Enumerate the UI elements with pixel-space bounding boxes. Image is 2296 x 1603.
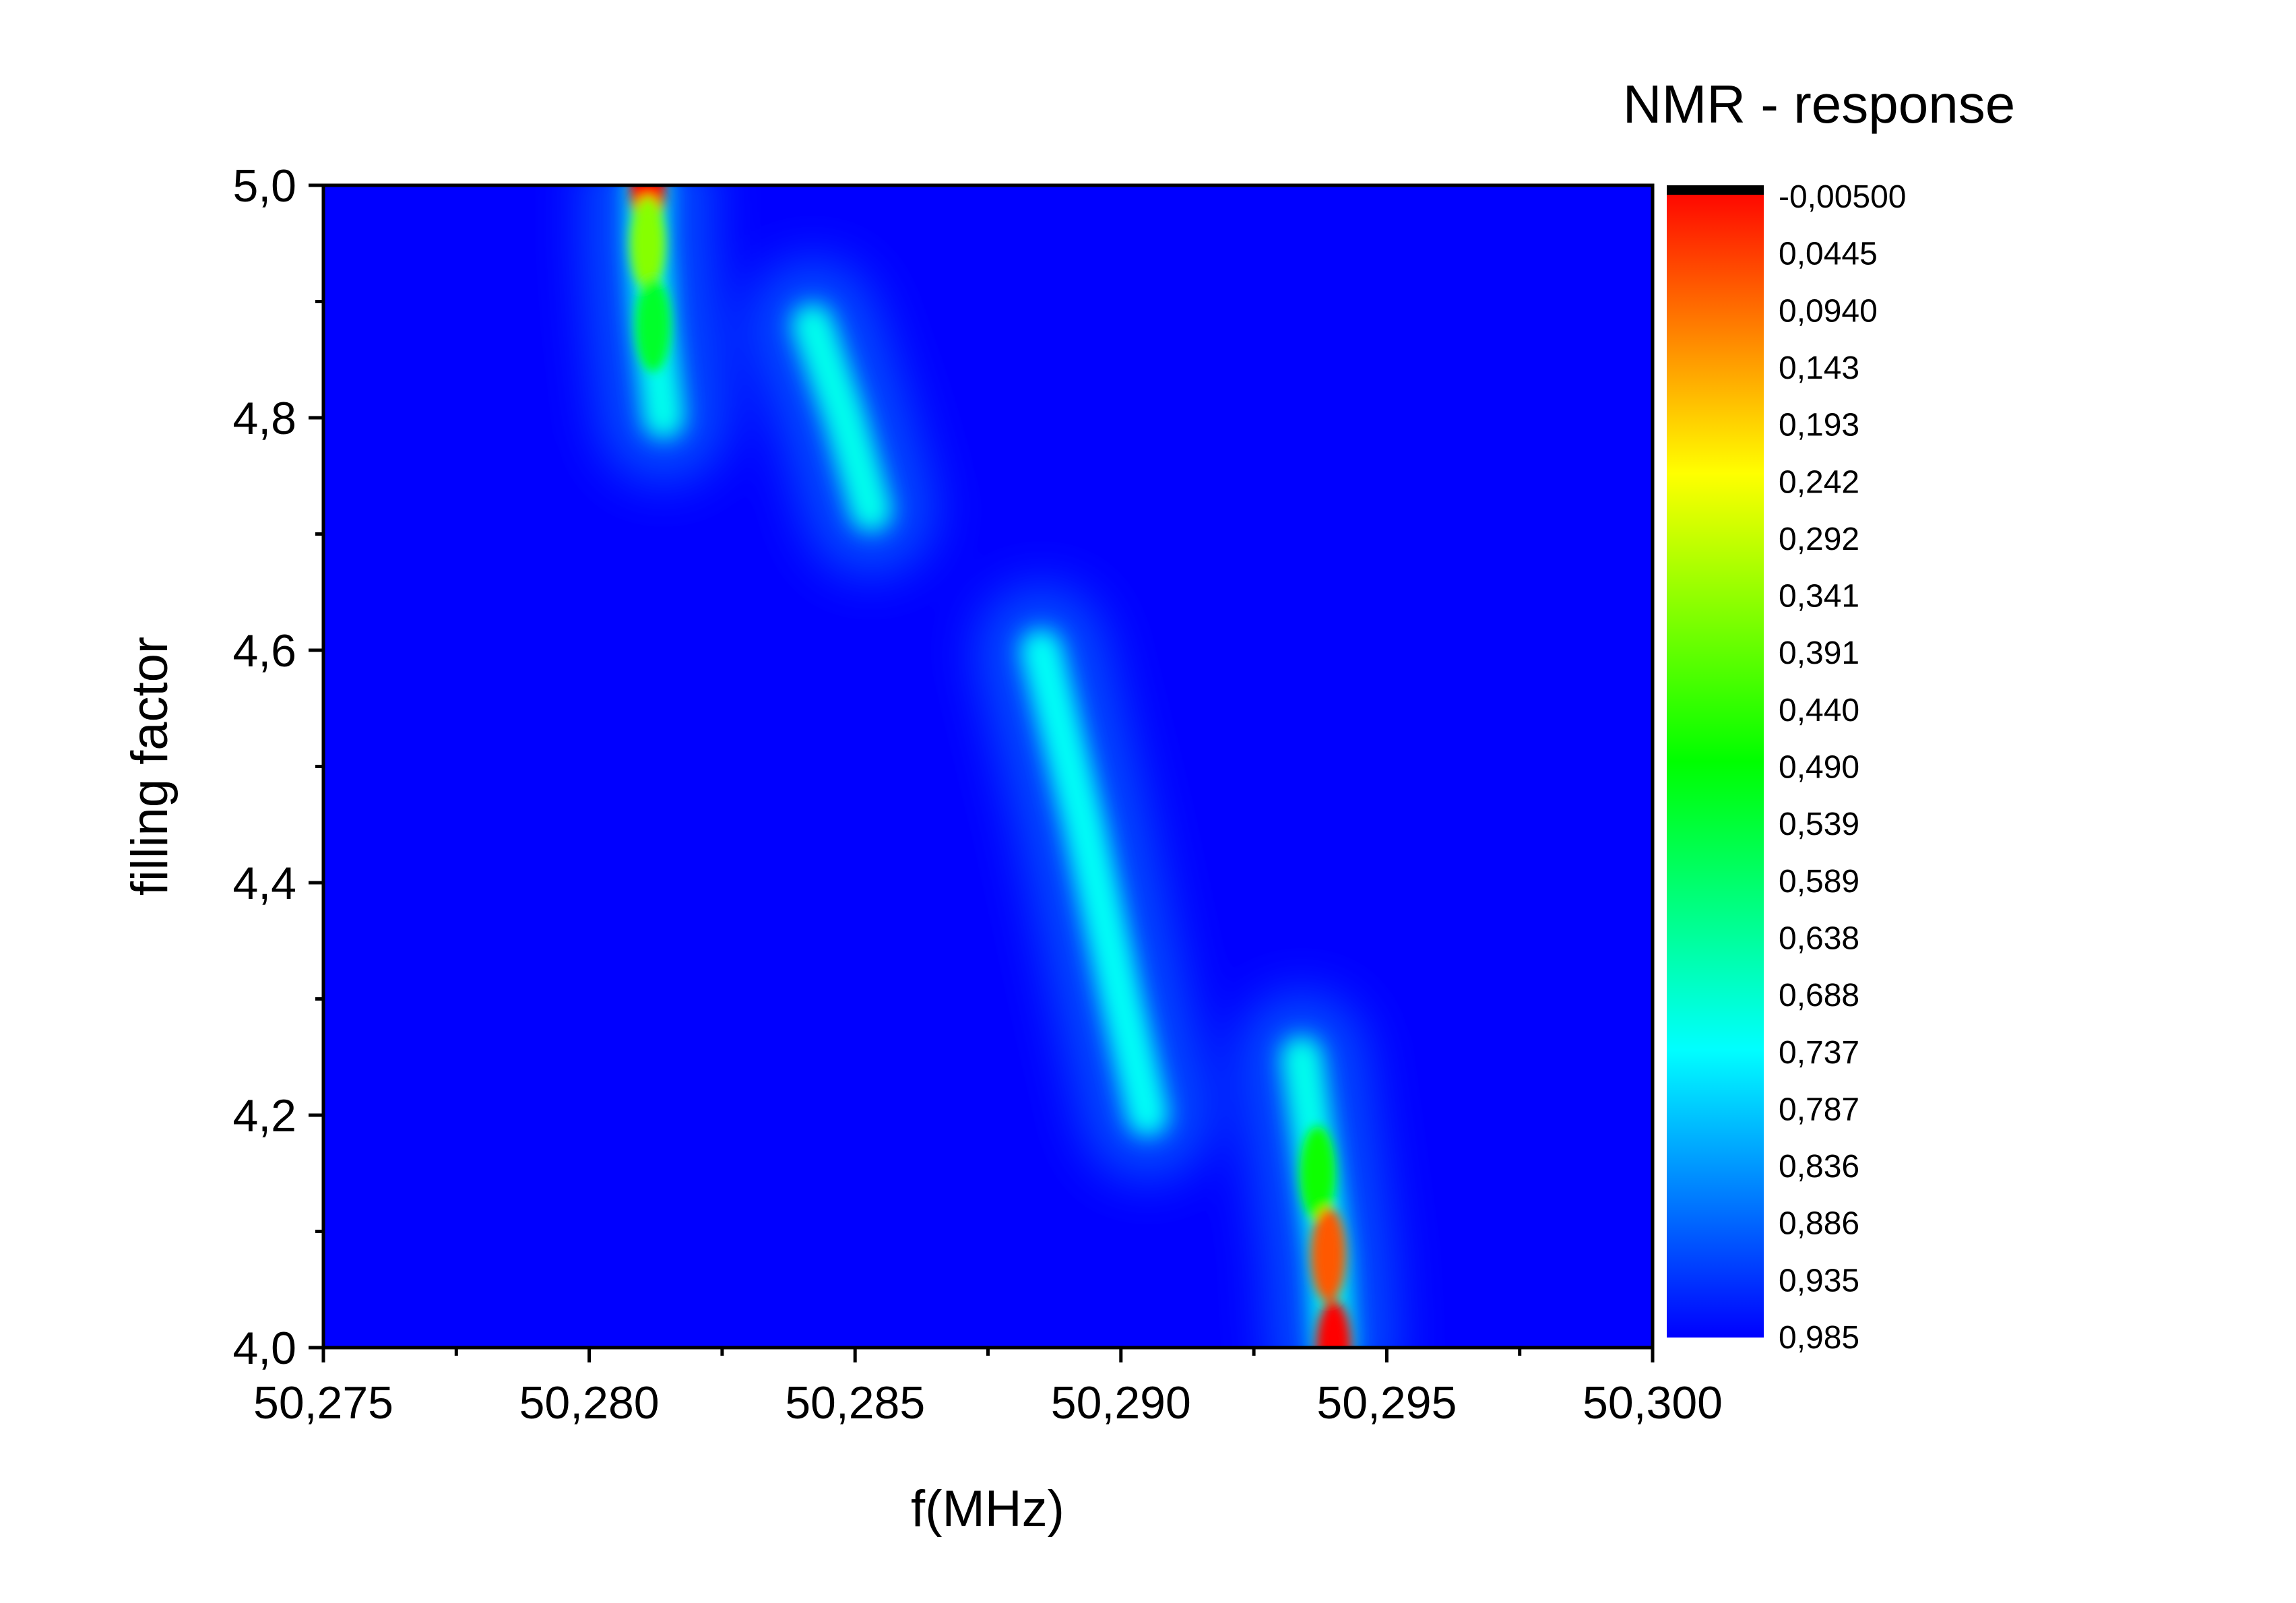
x-tick-label: 50,295	[1316, 1377, 1457, 1428]
colorbar-label: 0,0445	[1779, 237, 1878, 272]
x-tick-label: 50,290	[1051, 1377, 1191, 1428]
colorbar-label: 0,886	[1779, 1206, 1859, 1242]
y-tick-label: 4,6	[232, 625, 296, 677]
colorbar-label: 0,341	[1779, 579, 1859, 615]
colorbar-label: 0,985	[1779, 1320, 1859, 1356]
y-axis-label: filling factor	[121, 637, 179, 895]
colorbar-title: NMR - response	[1623, 74, 2015, 134]
colorbar-gradient	[1667, 185, 1764, 1338]
colorbar-label: 0,0940	[1779, 293, 1878, 329]
y-tick-label: 5,0	[232, 160, 296, 212]
heatmap-ridge-second	[792, 304, 892, 532]
x-axis-label: f(MHz)	[911, 1480, 1064, 1538]
heatmap-background	[323, 185, 1653, 1348]
colorbar-label: 0,292	[1779, 522, 1859, 557]
colorbar-label: 0,440	[1779, 693, 1859, 728]
colorbar: NMR - response -0,00500 0,0445 0,0940 0,143…	[1623, 74, 2015, 1356]
y-tick-label: 4,8	[232, 393, 296, 444]
colorbar-label: 0,787	[1779, 1092, 1859, 1127]
heatmap-ridge-third	[1020, 629, 1169, 1136]
colorbar-label: 0,143	[1779, 350, 1859, 386]
x-tick-label: 50,285	[785, 1377, 925, 1428]
y-tick-label: 4,4	[232, 858, 296, 909]
x-tick-label: 50,280	[519, 1377, 660, 1428]
colorbar-label: 0,391	[1779, 635, 1859, 671]
y-axis: 4,0 4,2 4,4 4,6 4,8 5,0	[232, 160, 323, 1374]
x-axis: 50,275 50,280 50,285 50,290 50,295 50,300	[253, 1348, 1723, 1428]
heatmap-peak-right	[1310, 1207, 1346, 1302]
colorbar-labels: -0,00500 0,0445 0,0940 0,143 0,193 0,242 0,292…	[1779, 179, 1907, 1356]
colorbar-top-cap	[1667, 185, 1764, 195]
x-tick-label: 50,275	[253, 1377, 393, 1428]
colorbar-label: -0,00500	[1779, 179, 1907, 215]
y-tick-label: 4,2	[232, 1090, 296, 1141]
colorbar-label: 0,935	[1779, 1263, 1859, 1298]
colorbar-label: 0,539	[1779, 807, 1859, 842]
colorbar-label: 0,490	[1779, 750, 1859, 786]
heatmap-peak-left	[630, 196, 666, 291]
heatmap-peak-right	[1316, 1300, 1351, 1348]
colorbar-label: 0,836	[1779, 1149, 1859, 1185]
colorbar-label: 0,688	[1779, 978, 1859, 1013]
colorbar-label: 0,589	[1779, 864, 1859, 900]
plot-area	[323, 185, 1653, 1348]
heatmap-peak-left	[635, 278, 671, 372]
colorbar-label: 0,737	[1779, 1035, 1859, 1071]
heatmap-peak-right	[1300, 1126, 1335, 1221]
y-tick-label: 4,0	[232, 1323, 296, 1374]
x-tick-label: 50,300	[1583, 1377, 1723, 1428]
colorbar-label: 0,638	[1779, 920, 1859, 956]
colorbar-label: 0,193	[1779, 408, 1859, 443]
heatmap-core-layer	[630, 185, 1351, 1348]
colorbar-label: 0,242	[1779, 464, 1859, 500]
